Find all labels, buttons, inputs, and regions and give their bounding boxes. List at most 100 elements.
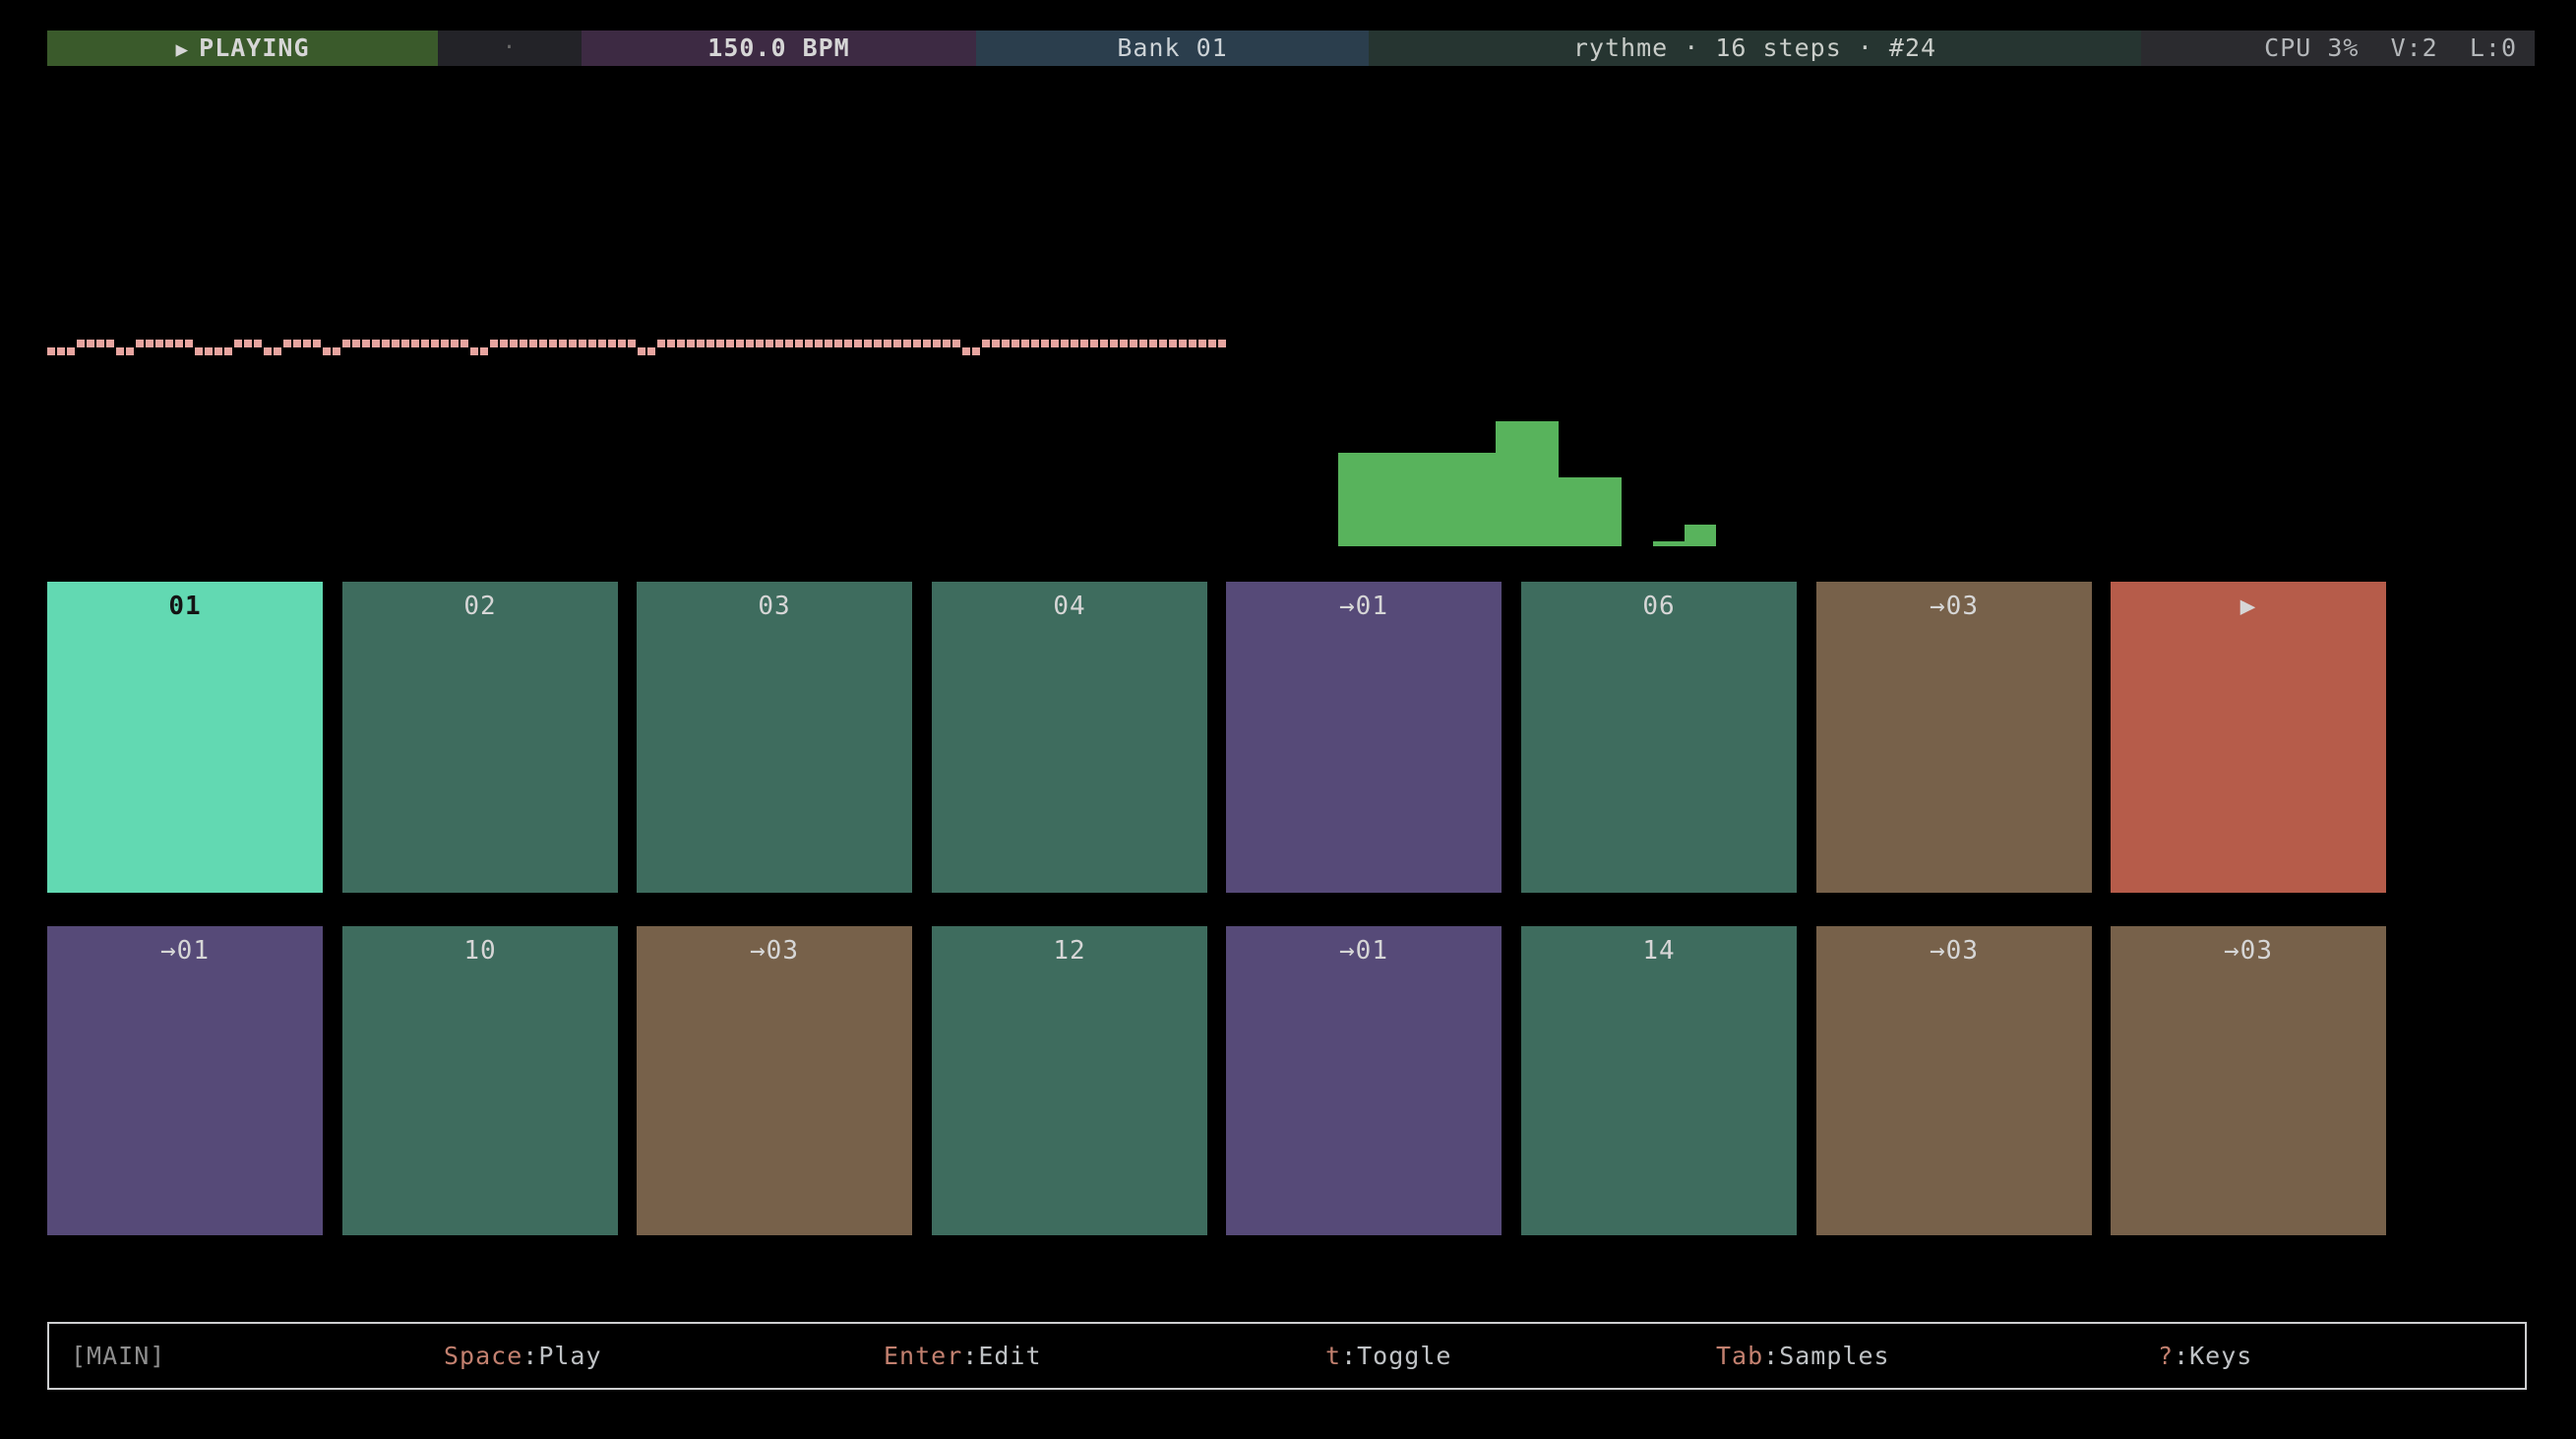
activity-dot (795, 340, 803, 347)
activity-dot (559, 340, 567, 347)
top-bar-spacer: · (438, 31, 582, 66)
activity-dot (1080, 340, 1088, 347)
meter-bar (1496, 421, 1527, 546)
hint-action: :Toggle (1341, 1342, 1452, 1370)
activity-dot (392, 340, 399, 347)
pad-5[interactable]: →01 (1226, 582, 1502, 893)
activity-dot (67, 347, 75, 355)
meter-bar (1653, 541, 1685, 546)
activity-dot (992, 340, 1000, 347)
activity-dot (155, 340, 163, 347)
hint-action: :Keys (2174, 1342, 2253, 1370)
activity-dot (175, 340, 183, 347)
pad-label: 01 (168, 592, 202, 621)
activity-dot (1179, 340, 1187, 347)
activity-dot (451, 340, 459, 347)
activity-dot (785, 340, 793, 347)
spacer-dot: · (502, 35, 518, 60)
activity-dot (943, 340, 951, 347)
pad-label: 12 (1053, 936, 1086, 966)
activity-dot (726, 340, 734, 347)
activity-dot (647, 347, 655, 355)
hint-action: :Edit (962, 1342, 1042, 1370)
pad-playing-icon: ▶ (2239, 592, 2257, 621)
hint-edit: Enter:Edit (884, 1324, 1042, 1388)
pad-10[interactable]: 10 (342, 926, 618, 1235)
pad-6[interactable]: 06 (1521, 582, 1797, 893)
activity-dot (598, 340, 606, 347)
activity-dot (815, 340, 823, 347)
meter-bar (1590, 477, 1622, 546)
pad-4[interactable]: 04 (932, 582, 1207, 893)
pattern-info-display: rythme · 16 steps · #24 (1369, 31, 2141, 66)
pad-9[interactable]: →01 (47, 926, 323, 1235)
activity-dot (962, 347, 970, 355)
pad-8[interactable]: ▶ (2111, 582, 2386, 893)
activity-dot (1110, 340, 1118, 347)
pad-label: →03 (750, 936, 799, 966)
pad-label: 03 (758, 592, 791, 621)
activity-dot (1169, 340, 1177, 347)
activity-dot (520, 340, 527, 347)
activity-dot (401, 340, 409, 347)
activity-dot (382, 340, 390, 347)
activity-dot (96, 340, 104, 347)
activity-dot (529, 340, 537, 347)
pad-label: →01 (160, 936, 210, 966)
activity-dot (697, 340, 705, 347)
activity-strip (47, 340, 1228, 357)
pad-14[interactable]: 14 (1521, 926, 1797, 1235)
meter-bar (1433, 453, 1464, 546)
activity-dot (1090, 340, 1098, 347)
hint-keys: ?:Keys (2158, 1324, 2252, 1388)
activity-dot (1051, 340, 1059, 347)
activity-dot (431, 340, 439, 347)
pad-7[interactable]: →03 (1816, 582, 2092, 893)
pad-1[interactable]: 01 (47, 582, 323, 893)
pad-label: 04 (1053, 592, 1086, 621)
hint-action: :Play (522, 1342, 602, 1370)
status-bar: [MAIN] Space:Play Enter:Edit t:Toggle Tab:S… (47, 1322, 2527, 1390)
activity-dot (421, 340, 429, 347)
hint-toggle: t:Toggle (1325, 1324, 1451, 1388)
activity-dot (195, 347, 203, 355)
activity-dot (136, 340, 144, 347)
activity-dot (775, 340, 783, 347)
activity-dot (854, 340, 862, 347)
activity-dot (972, 347, 980, 355)
activity-dot (825, 340, 832, 347)
activity-dot (706, 340, 714, 347)
pad-label: 06 (1642, 592, 1676, 621)
pad-label: →03 (1930, 936, 1979, 966)
activity-dot (844, 340, 852, 347)
activity-dot (411, 340, 419, 347)
meter-bar (1527, 421, 1559, 546)
pad-label: →01 (1339, 936, 1388, 966)
pad-13[interactable]: →01 (1226, 926, 1502, 1235)
meter-bar (1338, 453, 1370, 546)
activity-dot (352, 340, 360, 347)
activity-dot (47, 347, 55, 355)
activity-dot (283, 340, 291, 347)
pad-2[interactable]: 02 (342, 582, 618, 893)
activity-dot (716, 340, 724, 347)
pad-16[interactable]: →03 (2111, 926, 2386, 1235)
activity-dot (579, 340, 586, 347)
activity-dot (234, 340, 242, 347)
pad-12[interactable]: 12 (932, 926, 1207, 1235)
activity-dot (510, 340, 518, 347)
activity-dot (441, 340, 449, 347)
activity-dot (834, 340, 842, 347)
activity-dot (756, 340, 764, 347)
activity-dot (480, 347, 488, 355)
pad-label: →03 (2224, 936, 2273, 966)
activity-dot (657, 340, 665, 347)
pad-label: 02 (463, 592, 497, 621)
activity-dot (864, 340, 872, 347)
pad-11[interactable]: →03 (637, 926, 912, 1235)
pad-3[interactable]: 03 (637, 582, 912, 893)
activity-dot (608, 340, 616, 347)
pad-15[interactable]: →03 (1816, 926, 2092, 1235)
meter-bar (1559, 477, 1590, 546)
activity-dot (1120, 340, 1128, 347)
